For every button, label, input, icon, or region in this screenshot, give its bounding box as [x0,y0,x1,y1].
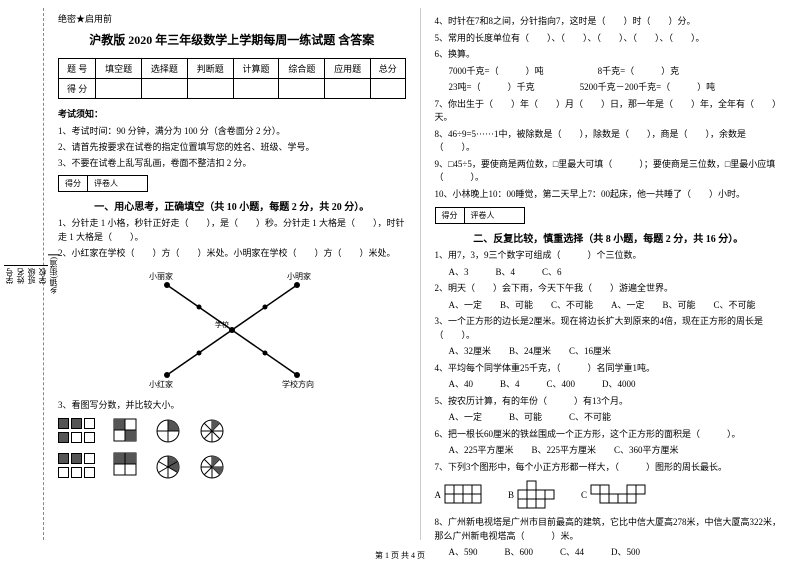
th-judge: 判断题 [187,59,233,79]
s2q5o: A、一定 B、可能 C、不可能 [435,411,783,425]
q4: 4、时针在7和8之间，分针指向7，这时是（ ）时（ ）分。 [435,15,783,29]
q8: 8、46÷9=5······1中，被除数是（ ），除数是（ ），商是（ ），余数… [435,128,783,155]
td-score: 得 分 [59,79,96,99]
shape-c-icon [590,484,646,506]
exam-title: 沪教版 2020 年三年级数学上学期每周一练试题 含答案 [58,31,406,48]
svg-text:学校: 学校 [215,320,229,329]
s2q6o: A、225平方厘米 B、225平方厘米 C、360平方厘米 [435,444,783,458]
svg-text:小丽家: 小丽家 [149,271,173,281]
s2q6: 6、把一根长60厘米的铁丝围成一个正方形，这个正方形的面积是（ ）。 [435,428,783,442]
shape-a-icon [444,484,490,506]
scorebox2-a: 得分 [436,208,465,223]
notice-heading: 考试须知： [58,107,406,120]
s2q2: 2、明天（ ）会下雨，今天下午我（ ）游遍全世界。 [435,282,783,296]
q2: 2、小红家在学校（ ）方（ ）米处。小明家在学校（ ）方（ ）米处。 [58,247,406,261]
s2q4o: A、40 B、4 C、400 D、4000 [435,378,783,392]
opt-c: C [581,490,587,500]
q6: 6、换算。 [435,48,783,62]
q9: 9、□45÷5，要使商是两位数，□里最大可填（ ）；要使商是三位数，□里最小应填… [435,158,783,185]
svg-text:学校方向: 学校方向 [282,379,314,389]
s2q1o: A、3 B、4 C、6 [435,266,783,280]
label-xuexiao: 学校 [37,265,48,284]
label-banji: 班级 [26,265,37,284]
q3: 3、看图写分数，并比较大小。 [58,399,406,413]
th-comp: 综合题 [279,59,325,79]
score-mini-box-2: 得分 评卷人 [435,207,525,224]
th-choice: 选择题 [142,59,188,79]
q10: 10、小林晚上10：00睡觉，第二天早上7：00起床，他一共睡了（ ）小时。 [435,188,783,202]
label-xuehao: 学号 [4,265,15,284]
q1: 1、分针走 1 小格，秒针正好走（ ），是（ ）秒。分针走 1 大格是（ ），时… [58,217,406,244]
scorebox2-b: 评卷人 [465,208,501,223]
page-footer: 第 1 页 共 4 页 [0,550,800,561]
scorebox-b: 评卷人 [88,176,124,191]
right-column: 4、时针在7和8之间，分针指向7，这时是（ ）时（ ）分。 5、常用的长度单位有… [421,8,797,540]
s2q8: 8、广州新电视塔是广州市目前最高的建筑，它比中信大厦高278米，中信大厦高322… [435,516,783,543]
s2q3: 3、一个正方形的边长是2厘米。现在将边长扩大到原来的4倍，现在正方形的周长是（ … [435,315,783,342]
th-fill: 填空题 [96,59,142,79]
fraction-figures [58,418,406,480]
notice-1: 1、考试时间：90 分钟，满分为 100 分（含卷面分 2 分）。 [58,124,406,137]
svg-text:小红家: 小红家 [149,379,173,389]
notice-3: 3、不要在试卷上乱写乱画，卷面不整洁扣 2 分。 [58,156,406,169]
s2q2o: A、一定 B、可能 C、不可能 A、一定 B、可能 C、不可能 [435,299,783,313]
opt-a: A [435,490,442,500]
left-column: 绝密★启用前 沪教版 2020 年三年级数学上学期每周一练试题 含答案 题 号 … [44,8,421,540]
q7: 7、你出生于（ ）年（ ）月（ ）日，那一年是（ ）年，全年有（ ）天。 [435,98,783,125]
label-xiangzhen: 乡镇(街道) [48,254,59,294]
th-num: 题 号 [59,59,96,79]
shape-b-icon [517,480,563,510]
s2q3o: A、32厘米 B、24厘米 C、16厘米 [435,345,783,359]
s2q5: 5、按农历计算，有的年份（ ）有13个月。 [435,395,783,409]
q6b: 23吨=（ ）千克 5200千克－200千克=（ ）吨 [435,81,783,95]
polyomino-row: A B C [435,480,783,510]
s2q4: 4、平均每个同学体重25千克，（ ）名同学重1吨。 [435,362,783,376]
binding-margin: 学号 姓名 班级 学校 乡镇(街道) [4,8,44,540]
q5: 5、常用的长度单位有（ ）、（ ）、（ ）、（ ）、（ ）。 [435,32,783,46]
confidential-mark: 绝密★启用前 [58,12,406,25]
th-calc: 计算题 [233,59,279,79]
section1-title: 一、用心思考，正确填空（共 10 小题，每题 2 分，共 20 分）。 [58,198,406,213]
q6a: 7000千克=（ ）吨 8千克=（ ）克 [435,65,783,79]
label-xingming: 姓名 [15,265,26,284]
scorebox-a: 得分 [59,176,88,191]
svg-text:小明家: 小明家 [287,271,311,281]
section2-title: 二、反复比较，慎重选择（共 8 小题，每题 2 分，共 16 分）。 [435,230,783,245]
notice-2: 2、请首先按要求在试卷的指定位置填写您的姓名、班级、学号。 [58,140,406,153]
direction-diagram: 小丽家 小明家 小红家 学校方向 学校 [137,265,327,395]
s2q7: 7、下列3个图形中，每个小正方形都一样大，（ ）图形的周长最长。 [435,461,783,475]
th-app: 应用题 [325,59,371,79]
s2q1: 1、用7，3，9三个数字可组成（ ）个三位数。 [435,249,783,263]
th-total: 总分 [371,59,405,79]
opt-b: B [508,490,514,500]
score-mini-box: 得分 评卷人 [58,175,148,192]
score-table: 题 号 填空题 选择题 判断题 计算题 综合题 应用题 总分 得 分 [58,58,406,99]
